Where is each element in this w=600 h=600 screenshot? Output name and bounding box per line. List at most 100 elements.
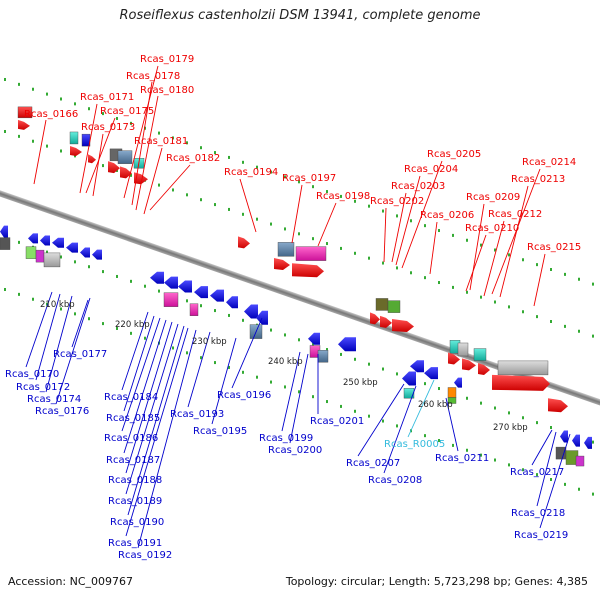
gene-glyph[interactable] <box>134 172 148 185</box>
gene-glyph[interactable] <box>403 387 415 399</box>
gene-glyph[interactable] <box>256 310 268 325</box>
gene-label[interactable]: Rcas_0185 <box>106 413 160 424</box>
gene-glyph[interactable] <box>584 436 592 449</box>
gene-label[interactable]: Rcas_0182 <box>166 153 220 164</box>
gene-glyph[interactable] <box>497 360 549 376</box>
gene-glyph[interactable] <box>226 296 238 309</box>
gene-glyph[interactable] <box>424 367 438 380</box>
gene-glyph[interactable] <box>80 247 90 258</box>
gene-glyph[interactable] <box>117 150 133 164</box>
gene-glyph[interactable] <box>560 430 568 443</box>
gene-label[interactable]: Rcas_0192 <box>118 550 172 561</box>
gene-label[interactable]: Rcas_0189 <box>108 496 162 507</box>
gene-glyph[interactable] <box>40 235 50 246</box>
gene-label-rna[interactable]: Rcas_R0005 <box>384 439 445 450</box>
gene-label[interactable]: Rcas_0211 <box>435 453 489 464</box>
gene-label[interactable]: Rcas_0219 <box>514 530 568 541</box>
gene-glyph[interactable] <box>410 360 424 373</box>
gene-glyph[interactable] <box>392 319 414 333</box>
gene-glyph[interactable] <box>194 286 208 299</box>
gene-glyph[interactable] <box>244 304 258 319</box>
gene-glyph[interactable] <box>120 166 132 179</box>
gene-label[interactable]: Rcas_0212 <box>488 209 542 220</box>
gene-label[interactable]: Rcas_0176 <box>35 406 89 417</box>
gene-glyph[interactable] <box>572 434 580 447</box>
gene-glyph[interactable] <box>380 315 392 328</box>
gene-glyph[interactable] <box>210 289 224 302</box>
gene-label[interactable]: Rcas_0201 <box>310 416 364 427</box>
gene-glyph[interactable] <box>238 236 250 249</box>
gene-label[interactable]: Rcas_0177 <box>53 349 107 360</box>
gene-glyph[interactable] <box>375 298 389 311</box>
gene-glyph[interactable] <box>308 332 320 345</box>
gene-glyph[interactable] <box>17 106 33 119</box>
gene-glyph[interactable] <box>163 292 179 307</box>
gene-glyph[interactable] <box>43 252 61 268</box>
gene-label[interactable]: Rcas_0186 <box>104 433 158 444</box>
gene-label[interactable]: Rcas_0173 <box>81 122 135 133</box>
gene-label[interactable]: Rcas_0166 <box>24 109 78 120</box>
gene-glyph[interactable] <box>277 242 295 257</box>
gene-label[interactable]: Rcas_0172 <box>16 382 70 393</box>
gene-glyph[interactable] <box>69 131 79 145</box>
gene-label[interactable]: Rcas_0217 <box>510 467 564 478</box>
gene-label[interactable]: Rcas_0205 <box>427 149 481 160</box>
gene-glyph[interactable] <box>338 337 356 352</box>
gene-label[interactable]: Rcas_0200 <box>268 445 322 456</box>
gene-glyph[interactable] <box>18 119 30 130</box>
gene-label[interactable]: Rcas_0191 <box>108 538 162 549</box>
gene-glyph[interactable] <box>164 276 178 289</box>
gene-glyph[interactable] <box>88 154 96 164</box>
gene-label[interactable]: Rcas_0180 <box>140 85 194 96</box>
gene-label[interactable]: Rcas_0194 <box>224 167 278 178</box>
gene-glyph[interactable] <box>370 312 380 325</box>
gene-label[interactable]: Rcas_0195 <box>193 426 247 437</box>
gene-label[interactable]: Rcas_0218 <box>511 508 565 519</box>
gene-glyph[interactable] <box>35 249 45 263</box>
gene-glyph[interactable] <box>92 249 102 260</box>
gene-glyph[interactable] <box>25 246 37 259</box>
gene-glyph[interactable] <box>478 362 490 375</box>
gene-label[interactable]: Rcas_0199 <box>259 433 313 444</box>
gene-glyph[interactable] <box>492 374 550 391</box>
gene-label[interactable]: Rcas_0213 <box>511 174 565 185</box>
gene-label[interactable]: Rcas_0178 <box>126 71 180 82</box>
gene-glyph[interactable] <box>575 455 585 467</box>
gene-glyph[interactable] <box>295 246 327 261</box>
gene-glyph[interactable] <box>548 398 568 413</box>
gene-glyph[interactable] <box>66 242 78 253</box>
gene-glyph[interactable] <box>70 145 82 156</box>
gene-glyph[interactable] <box>108 161 120 174</box>
gene-glyph[interactable] <box>0 237 11 250</box>
gene-label[interactable]: Rcas_0171 <box>80 92 134 103</box>
gene-glyph[interactable] <box>28 233 38 244</box>
gene-glyph[interactable] <box>52 237 64 248</box>
gene-label[interactable]: Rcas_0197 <box>282 173 336 184</box>
gene-glyph[interactable] <box>387 300 401 313</box>
gene-label[interactable]: Rcas_0170 <box>5 369 59 380</box>
gene-label[interactable]: Rcas_0196 <box>217 390 271 401</box>
gene-label[interactable]: Rcas_0175 <box>100 106 154 117</box>
gene-label[interactable]: Rcas_0179 <box>140 54 194 65</box>
gene-label[interactable]: Rcas_0187 <box>106 455 160 466</box>
gene-glyph[interactable] <box>402 371 416 386</box>
gene-glyph[interactable] <box>447 387 457 398</box>
gene-glyph[interactable] <box>473 348 487 361</box>
gene-label[interactable]: Rcas_0181 <box>134 136 188 147</box>
gene-label[interactable]: Rcas_0204 <box>404 164 458 175</box>
gene-label[interactable]: Rcas_0209 <box>466 192 520 203</box>
gene-glyph[interactable] <box>457 342 469 357</box>
gene-label[interactable]: Rcas_0215 <box>527 242 581 253</box>
gene-label[interactable]: Rcas_0190 <box>110 517 164 528</box>
gene-glyph[interactable] <box>81 133 91 147</box>
gene-label[interactable]: Rcas_0193 <box>170 409 224 420</box>
gene-glyph[interactable] <box>0 225 8 238</box>
gene-label[interactable]: Rcas_0210 <box>465 223 519 234</box>
gene-glyph[interactable] <box>178 280 192 293</box>
gene-glyph[interactable] <box>150 271 164 284</box>
gene-label[interactable]: Rcas_0188 <box>108 475 162 486</box>
gene-label[interactable]: Rcas_0207 <box>346 458 400 469</box>
gene-glyph[interactable] <box>447 397 457 404</box>
gene-glyph[interactable] <box>454 377 462 388</box>
gene-label[interactable]: Rcas_0206 <box>420 210 474 221</box>
